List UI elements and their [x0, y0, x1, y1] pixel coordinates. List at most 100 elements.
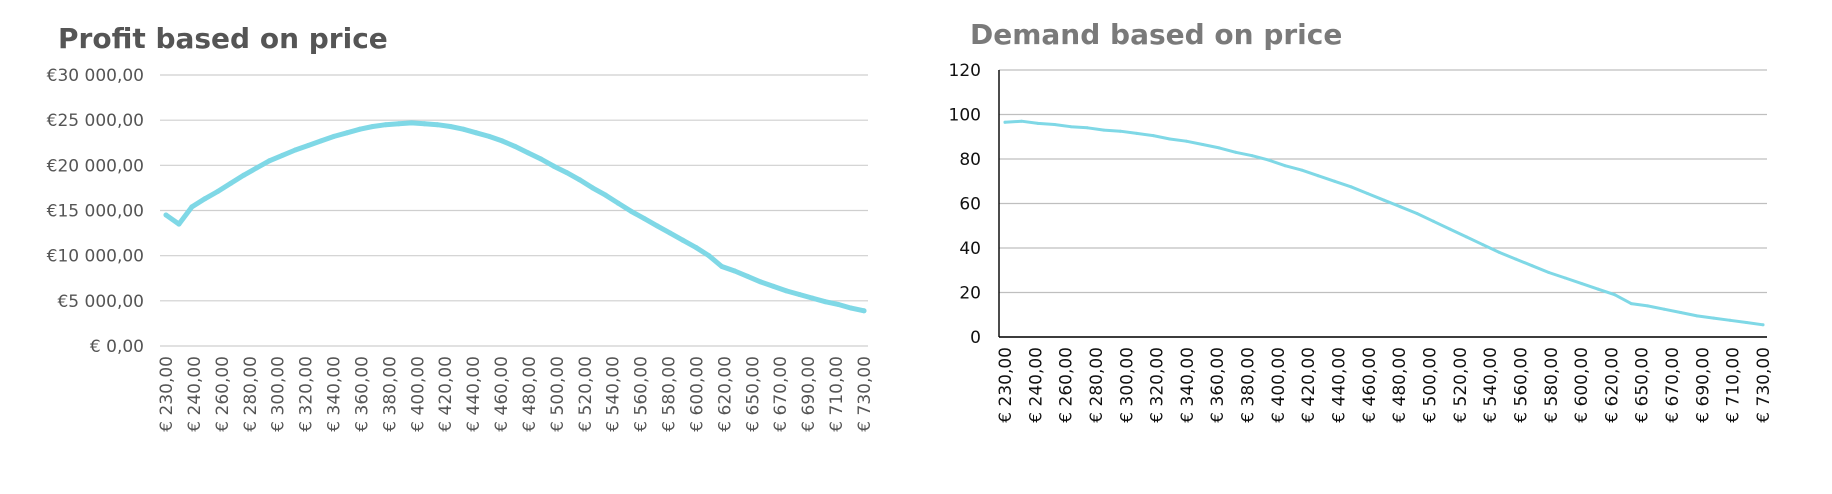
x-tick-label: € 420,00: [436, 356, 456, 432]
data-point: [1168, 137, 1172, 141]
data-point: [1399, 205, 1402, 209]
x-tick-label: € 480,00: [1390, 347, 1410, 423]
x-tick-label: € 710,00: [1724, 347, 1744, 423]
x-tick-label: € 540,00: [604, 356, 624, 432]
x-tick-label: € 520,00: [1451, 347, 1471, 423]
data-point: [1596, 287, 1600, 291]
data-point: [1036, 121, 1040, 125]
data-point: [396, 121, 402, 127]
data-point: [228, 180, 234, 186]
y-tick-label: € 0,00: [90, 337, 144, 357]
x-tick-label: € 500,00: [1420, 347, 1440, 423]
y-tick-label: 120: [949, 61, 981, 81]
x-tick-label: € 600,00: [1572, 347, 1592, 423]
data-point: [163, 212, 169, 218]
data-point: [1052, 123, 1056, 126]
y-tick-label: €5 000,00: [57, 292, 144, 312]
data-point: [1679, 311, 1683, 314]
data-point: [706, 253, 712, 259]
y-tick-label: 0: [970, 328, 981, 348]
data-point: [861, 308, 867, 314]
demand-chart-plot: 0 20 40 60 80 100 120 € 230,00 € 240,00 € 260,00 €…: [949, 61, 1774, 423]
data-point: [1481, 243, 1485, 247]
x-tick-label: € 260,00: [213, 356, 233, 432]
x-tick-label: € 620,00: [1602, 347, 1622, 423]
data-point: [254, 165, 259, 171]
data-point: [1333, 179, 1337, 183]
data-point: [1201, 143, 1205, 146]
x-tick-label: € 670,00: [771, 356, 791, 432]
data-point: [241, 172, 247, 178]
demand-chart: Demand based on price 0 20 40 60 80 100 120 € 2…: [949, 0, 1832, 494]
data-point: [447, 124, 453, 129]
data-point: [1580, 282, 1584, 286]
data-point: [538, 156, 544, 162]
data-point: [370, 124, 376, 129]
data-point: [1563, 276, 1567, 280]
data-point: [693, 245, 699, 250]
data-point: [1217, 146, 1221, 150]
data-point: [331, 133, 337, 139]
x-tick-label: € 240,00: [185, 356, 205, 432]
data-point: [1020, 119, 1023, 123]
x-tick-label: € 480,00: [520, 356, 540, 432]
y-tick-label: 40: [959, 239, 981, 259]
data-point: [1349, 185, 1353, 189]
data-point: [745, 273, 751, 279]
x-tick-label: € 440,00: [1330, 347, 1350, 423]
data-point: [1003, 120, 1007, 124]
data-point: [292, 147, 298, 153]
data-point: [1712, 316, 1716, 320]
data-point: [1250, 154, 1254, 158]
x-tick-label: € 230,00: [996, 347, 1016, 423]
x-tick-label: € 340,00: [1178, 347, 1198, 423]
x-tick-label: € 580,00: [660, 356, 680, 432]
data-point: [719, 264, 725, 269]
data-point: [1761, 323, 1765, 327]
data-point: [1118, 129, 1122, 133]
y-tick-label: 60: [959, 195, 981, 215]
data-point: [1267, 158, 1271, 162]
data-point: [654, 223, 660, 229]
data-point: [1283, 164, 1287, 168]
data-point: [1695, 314, 1699, 318]
x-tick-label: € 460,00: [492, 356, 512, 432]
data-point: [344, 130, 350, 136]
x-tick-label: € 400,00: [408, 356, 428, 432]
x-tick-label: € 280,00: [1087, 347, 1107, 423]
data-point: [176, 221, 182, 227]
x-tick-label: € 340,00: [325, 356, 345, 432]
x-tick-label: € 360,00: [352, 356, 372, 432]
y-tick-label: €15 000,00: [47, 202, 144, 222]
data-point: [1085, 126, 1089, 130]
data-point: [305, 143, 311, 148]
data-point: [1431, 219, 1435, 223]
y-tick-label: 20: [959, 284, 981, 304]
data-point: [525, 150, 531, 156]
data-point: [460, 126, 466, 132]
data-point: [628, 208, 634, 214]
x-tick-label: € 380,00: [1239, 347, 1259, 423]
x-tick-label: € 380,00: [380, 356, 400, 432]
x-tick-label: € 710,00: [827, 356, 847, 432]
data-point: [1662, 307, 1666, 311]
series-line: [1003, 119, 1765, 327]
data-point: [1316, 174, 1320, 178]
x-tick-label: € 540,00: [1481, 347, 1501, 423]
data-point: [641, 216, 647, 222]
data-point: [1382, 198, 1386, 202]
x-tick-label: € 620,00: [715, 356, 735, 432]
x-tick-label: € 300,00: [1117, 347, 1137, 423]
data-point: [1300, 168, 1304, 172]
x-tick-label: € 320,00: [297, 356, 317, 432]
data-point: [318, 138, 324, 144]
data-point: [1069, 125, 1073, 129]
x-tick-label: € 300,00: [269, 356, 289, 432]
x-tick-label: € 320,00: [1148, 347, 1168, 423]
data-point: [1234, 150, 1238, 154]
data-point: [590, 185, 596, 191]
data-point: [835, 301, 841, 307]
data-point: [473, 130, 479, 136]
data-point: [796, 292, 802, 297]
data-point: [1497, 250, 1501, 254]
